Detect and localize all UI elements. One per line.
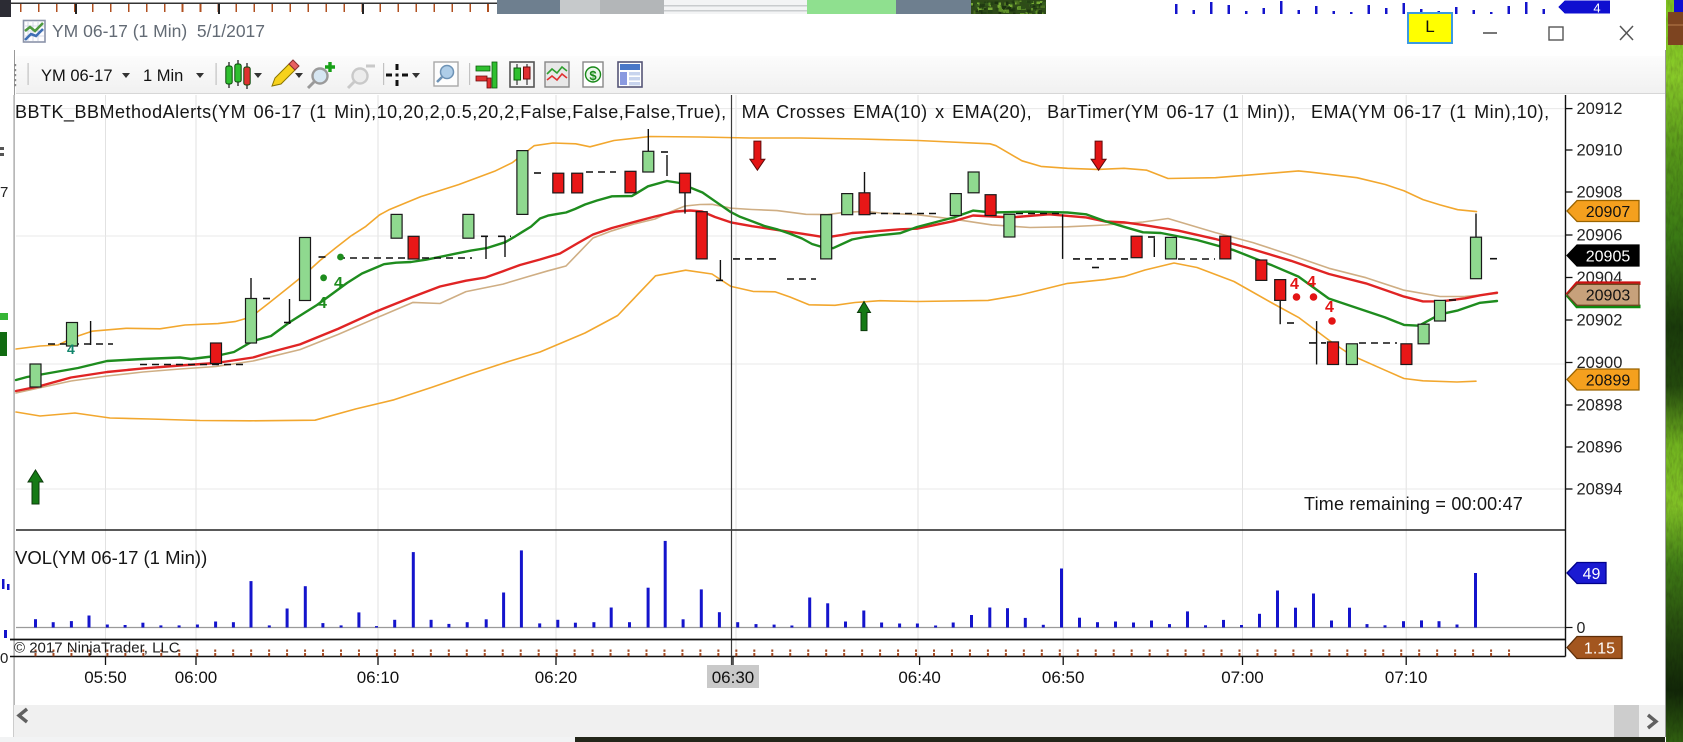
- svg-text:20900: 20900: [1577, 354, 1623, 372]
- svg-text:$: $: [589, 68, 597, 83]
- svg-text:0: 0: [0, 650, 8, 667]
- svg-text:20894: 20894: [1577, 481, 1623, 499]
- svg-text:4: 4: [1307, 274, 1316, 291]
- svg-text:© 2017 NinjaTrader, LLC: © 2017 NinjaTrader, LLC: [14, 640, 180, 657]
- svg-text:20910: 20910: [1577, 142, 1623, 160]
- svg-text:20907: 20907: [1586, 204, 1631, 221]
- svg-text:BBTK_BBMethodAlerts(YM 06-17 (: BBTK_BBMethodAlerts(YM 06-17 (1 Min),10,…: [15, 102, 1550, 123]
- svg-text:05:50: 05:50: [84, 668, 127, 687]
- svg-text:06:20: 06:20: [535, 668, 578, 687]
- svg-text:Time remaining = 00:00:47: Time remaining = 00:00:47: [1304, 494, 1523, 514]
- svg-text:06:10: 06:10: [357, 668, 400, 687]
- svg-text:06:50: 06:50: [1042, 668, 1085, 687]
- svg-text:49: 49: [1583, 566, 1601, 583]
- svg-text:0: 0: [1577, 620, 1586, 637]
- svg-text:20905: 20905: [1586, 248, 1631, 265]
- svg-text:4: 4: [334, 275, 343, 292]
- svg-text:20903: 20903: [1586, 288, 1631, 305]
- svg-text:20898: 20898: [1577, 397, 1623, 415]
- svg-text:20912: 20912: [1577, 100, 1623, 118]
- svg-text:1.15: 1.15: [1584, 640, 1615, 657]
- svg-text:20896: 20896: [1577, 439, 1623, 457]
- svg-text:4: 4: [318, 295, 327, 312]
- svg-text:4: 4: [1593, 1, 1600, 16]
- svg-text:20902: 20902: [1577, 312, 1623, 330]
- svg-text:07:10: 07:10: [1385, 668, 1428, 687]
- svg-text:20906: 20906: [1577, 227, 1623, 245]
- svg-text:7: 7: [0, 184, 8, 201]
- svg-text:1 Min: 1 Min: [143, 67, 183, 85]
- svg-text:06:40: 06:40: [898, 668, 941, 687]
- svg-text:YM 06-17: YM 06-17: [41, 67, 113, 85]
- svg-text:4: 4: [1325, 299, 1334, 316]
- svg-text:20908: 20908: [1577, 184, 1623, 202]
- svg-text:06:00: 06:00: [175, 668, 218, 687]
- svg-text:06:30: 06:30: [712, 668, 755, 687]
- svg-text:20899: 20899: [1586, 372, 1631, 389]
- svg-text:07:00: 07:00: [1221, 668, 1264, 687]
- svg-text:4: 4: [1290, 276, 1299, 293]
- svg-text:VOL(YM 06-17 (1 Min)): VOL(YM 06-17 (1 Min)): [15, 547, 207, 568]
- svg-text:4: 4: [67, 341, 75, 357]
